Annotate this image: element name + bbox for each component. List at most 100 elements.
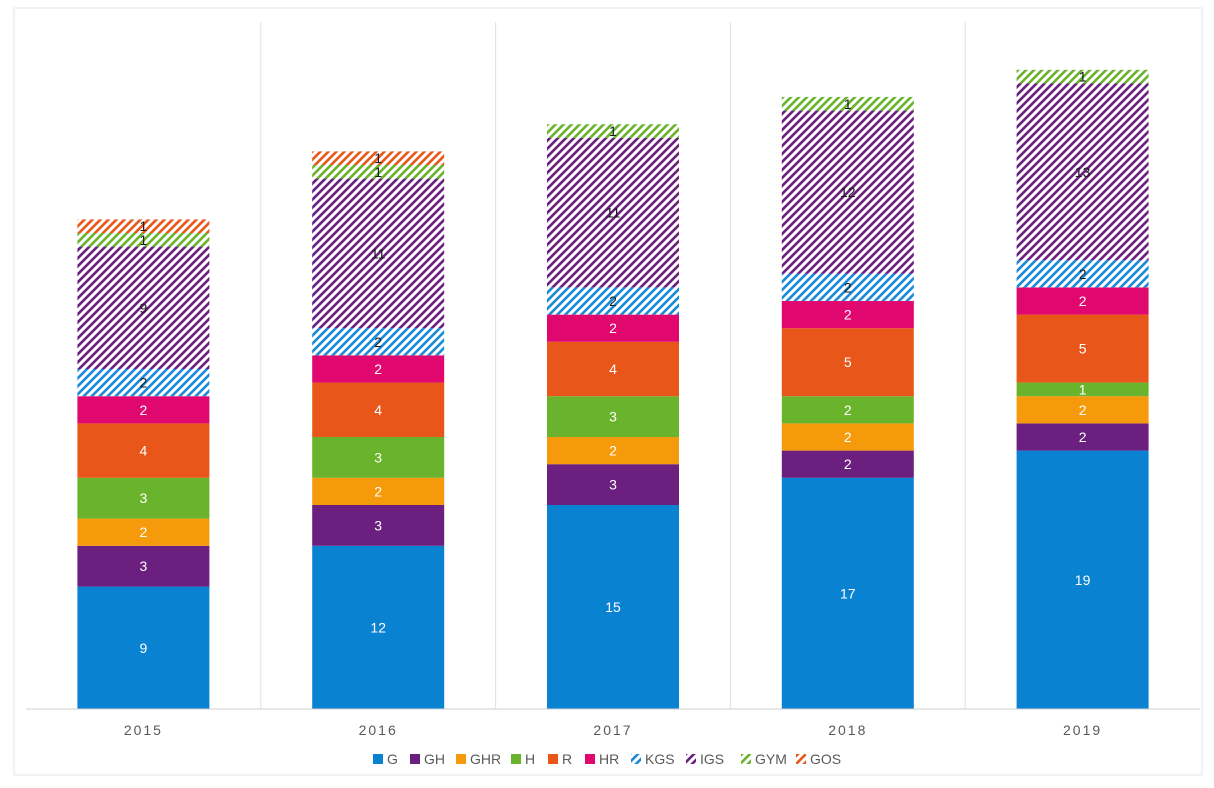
x-tick-label: 2015 [124,722,163,738]
bar-segment-gh-2017 [547,464,679,505]
bar-segment-g-2017 [547,505,679,709]
data-label: 3 [609,477,617,493]
bar-segment-h-2015 [77,477,210,519]
bar-segment-ghr-2017 [547,437,679,465]
legend-item-gym: GYM [741,751,787,767]
data-label: 2 [609,320,617,336]
legend-item-kgs: KGS [631,751,675,767]
legend-swatch [741,754,751,764]
data-label: 2 [1079,429,1087,445]
legend-swatch [796,754,806,764]
data-label: 2 [844,279,852,295]
legend-swatch [631,754,641,764]
bar-segment-g-2019 [1016,450,1149,709]
legend-item-igs: IGS [686,751,724,767]
bar-segment-igs-2016 [312,178,445,329]
legend-label: GYM [755,751,787,767]
bar-segment-r-2018 [781,328,914,397]
legend-label: GOS [810,751,841,767]
data-label: 17 [840,585,856,601]
data-label: 9 [140,300,148,316]
bar-segments [77,69,1149,709]
bar-segment-igs-2018 [781,110,914,274]
data-label: 12 [840,184,856,200]
bar-segment-kgs-2018 [781,273,914,301]
bar-segment-r-2017 [547,341,679,397]
data-labels: 9323422911123234221111153234221111722252… [140,69,1091,656]
data-label: 1 [140,218,148,234]
data-label: 2 [374,361,382,377]
data-label: 15 [605,599,621,615]
data-label: 2 [844,429,852,445]
x-tick-label: 2016 [359,722,398,738]
bar-segment-r-2016 [312,382,445,437]
bar-segment-ghr-2015 [77,518,210,546]
data-label: 2 [1079,402,1087,418]
data-label: 13 [1075,164,1091,180]
data-label: 3 [609,409,617,425]
legend-item-r: R [548,751,572,767]
bar-segment-gh-2019 [1016,423,1149,451]
legend-item-hr: HR [585,751,619,767]
legend-swatch [548,754,558,764]
legend-item-gos: GOS [796,751,841,767]
category-separators [260,22,966,709]
bar-segment-hr-2017 [547,314,679,342]
data-label: 3 [140,490,148,506]
bar-segment-r-2019 [1016,314,1149,383]
data-label: 2 [609,293,617,309]
bar-segment-kgs-2017 [547,287,679,315]
bar-segment-gh-2016 [312,505,445,546]
data-label: 4 [140,443,148,459]
bar-segment-h-2016 [312,437,445,478]
bar-segment-hr-2019 [1016,287,1149,315]
bar-segment-gh-2018 [781,450,914,478]
bar-segment-hr-2018 [781,301,914,329]
bar-segment-g-2015 [77,586,210,709]
x-tick-label: 2018 [828,722,867,738]
bar-segment-h-2019 [1016,382,1149,397]
data-label: 5 [844,354,852,370]
bar-segment-ghr-2018 [781,423,914,451]
bar-segment-gos-2015 [77,219,210,233]
data-label: 2 [609,443,617,459]
data-label: 2 [844,307,852,323]
data-label: 2 [140,524,148,540]
data-label: 11 [606,205,621,221]
data-label: 1 [609,123,617,139]
data-label: 1 [374,164,382,180]
x-axis: 2015 2016 2017 2018 2019 [26,708,1200,738]
plot-frame [13,7,1203,776]
data-label: 1 [374,150,382,166]
legend-label: H [525,751,535,767]
data-label: 1 [1079,381,1087,397]
legend-label: R [562,751,572,767]
legend-swatch [686,754,696,764]
legend-label: IGS [700,751,724,767]
data-label: 9 [140,640,148,656]
data-label: 19 [1075,572,1091,588]
bar-segment-igs-2019 [1016,83,1149,261]
bar-segment-ghr-2016 [312,477,445,505]
bar-segment-hr-2016 [312,355,445,383]
data-label: 3 [374,517,382,533]
data-label: 12 [370,619,386,635]
bar-segment-gym-2017 [547,124,679,138]
x-tick-label: 2017 [593,722,632,738]
data-label: 3 [140,558,148,574]
legend-swatch [511,754,521,764]
bar-segment-gh-2015 [77,545,210,587]
data-label: 1 [1079,69,1087,85]
legend-label: KGS [645,751,675,767]
bar-segment-h-2018 [781,396,914,424]
legend-label: G [387,751,398,767]
legend-swatch [585,754,595,764]
bar-segment-igs-2015 [77,246,210,369]
data-label: 2 [844,402,852,418]
data-label: 2 [140,375,148,391]
bar-segment-hr-2015 [77,396,210,424]
legend-item-gh: GH [410,751,445,767]
bar-segment-igs-2017 [547,137,679,288]
